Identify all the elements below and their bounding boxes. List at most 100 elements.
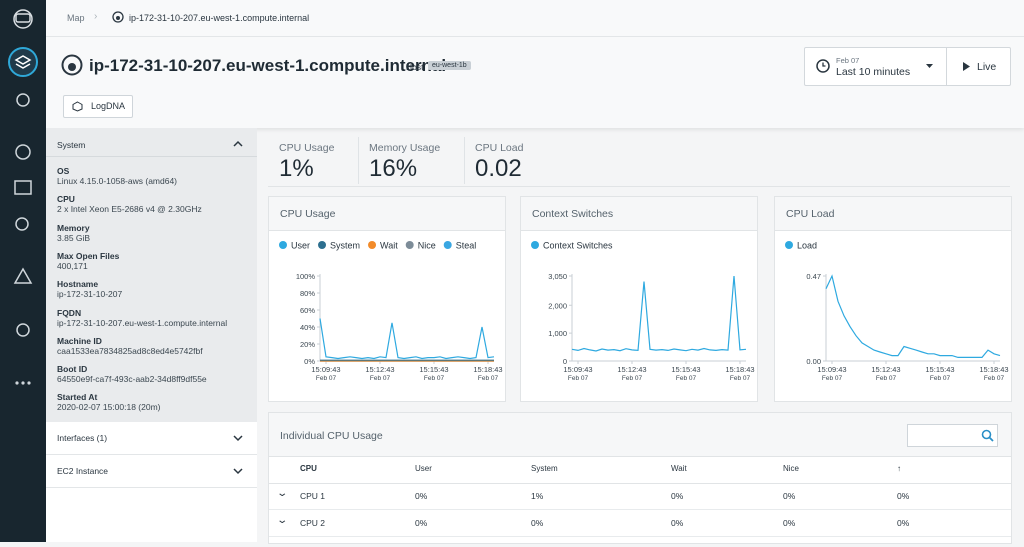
chart-title: Context Switches [532,208,614,220]
legend-item[interactable]: User [279,241,310,251]
play-icon [963,62,970,71]
nav-icon[interactable] [15,144,31,160]
nav-icon[interactable] [13,267,33,284]
field-label: FQDN [57,307,82,318]
logo [13,9,33,29]
section-title[interactable]: System [57,140,86,150]
field-value: 2020-02-07 15:00:18 (20m) [57,402,161,413]
collapsed-section[interactable]: Interfaces (1) [46,422,257,455]
field-label: Memory [57,222,90,233]
breadcrumb-root[interactable]: Map [67,13,85,23]
x-tick-label: 15:18:43 [979,365,1008,374]
column-header: User [415,464,432,473]
y-tick-label: 0 [563,357,567,366]
chart-header [775,197,1011,231]
type-label: Host [406,62,424,72]
x-tick-label: 15:12:43 [871,365,900,374]
metric-value: 16% [369,155,418,182]
legend-item[interactable]: Load [785,241,817,251]
chart: User System Wait Nice Steal 0% 20% 40% 60% 80% 100… [279,241,503,382]
time-picker[interactable]: Feb 07 Last 10 minutes [804,47,947,86]
nav-icon[interactable] [16,323,30,337]
logdna-button[interactable]: LogDNA [63,95,133,118]
row-expand[interactable]: ⌄ [276,488,289,499]
row-expand[interactable]: ⌄ [276,515,289,526]
x-tick-label: 15:09:43 [563,365,592,374]
chart-header [521,197,757,231]
table-header-band [269,413,1011,457]
chart: Context Switches 0 1,000 2,000 3,050 15:09:43… [531,241,755,382]
cpu-table-card: Individual CPU Usage CPU User System Wait Ni… [268,412,1012,544]
x-tick-date: Feb 07 [984,375,1005,382]
legend-item[interactable]: Nice [405,241,436,251]
table-cell: 0% [415,518,428,528]
field-value: ip-172-31-10-207 [57,289,123,300]
chart-title: CPU Load [786,208,835,220]
x-tick-date: Feb 07 [622,375,643,382]
clock-icon [816,59,830,73]
x-tick-label: 15:18:43 [473,365,502,374]
table-cell: 0% [531,518,544,528]
nav-more[interactable] [15,381,31,385]
legend-item[interactable]: System [318,241,360,251]
expand-chevron[interactable] [233,468,243,475]
logdna-label: LogDNA [91,101,126,111]
chart-title: CPU Usage [280,208,336,220]
nav-icon[interactable] [16,93,30,107]
section-title: Interfaces (1) [57,433,108,443]
expand-chevron[interactable] [233,435,243,442]
table-cell: 0% [415,491,428,501]
x-tick-date: Feb 07 [370,375,391,382]
breadcrumb-separator: › [94,11,98,22]
x-tick-label: 15:18:43 [725,365,754,374]
legend-swatch [318,241,327,249]
metric-divider [464,137,465,184]
column-header: System [531,464,558,473]
sidebar-icons [8,9,38,385]
page-title: ip-172-31-10-207.eu-west-1.compute.inter… [89,56,447,75]
legend-swatch [531,241,539,249]
column-header[interactable]: CPU [300,464,317,473]
section-divider [46,156,257,157]
nav-explore[interactable] [8,47,38,77]
legend-swatch [405,241,414,249]
table-cell: 0% [897,491,910,501]
y-tick-label: 0.00 [806,357,821,366]
legend-item[interactable]: Steal [443,241,477,251]
system-section [46,128,257,422]
field-value: Linux 4.15.0-1058-aws (amd64) [57,176,178,186]
metric-label: CPU Load [475,142,524,154]
chart-card: Context Switches Context Switches 0 1,000 2,… [520,196,758,402]
row-rule [269,536,1011,537]
host-icon [112,11,124,23]
field-label: Hostname [57,279,99,290]
collapse-chevron[interactable] [233,140,243,147]
field-label: Machine ID [57,335,102,346]
chevron [233,468,243,475]
series-line [825,274,1001,358]
live-button[interactable]: Live [946,47,1011,86]
legend-swatch [279,241,287,249]
search-box[interactable] [907,424,998,447]
nav-icon[interactable] [14,180,32,195]
x-tick-date: Feb 07 [876,375,897,382]
table-cell: 0% [897,518,910,528]
field-value: 64550e9f-ca7f-493c-aab2-34d8ff9df55e [57,374,207,385]
x-tick-label: 15:12:43 [617,365,646,374]
nav-icon[interactable] [15,217,29,231]
table-cell: CPU 1 [300,491,326,501]
legend-item[interactable]: Wait [368,241,398,251]
x-tick-date: Feb 07 [676,375,697,382]
metric-value: 1% [279,155,314,182]
time-range: Last 10 minutes [836,66,911,78]
y-tick-label: 60% [300,306,315,315]
field-value: caa1533ea7834825ad8c8ed4e5742fbf [57,345,203,356]
y-tick-label: 20% [300,340,315,349]
table-cell: CPU 2 [300,518,326,528]
collapsed-section[interactable]: EC2 Instance [46,455,257,488]
x-tick-label: 15:09:43 [817,365,846,374]
legend-item[interactable]: Context Switches [531,241,613,251]
x-tick-date: Feb 07 [730,375,751,382]
chart-header [269,197,505,231]
